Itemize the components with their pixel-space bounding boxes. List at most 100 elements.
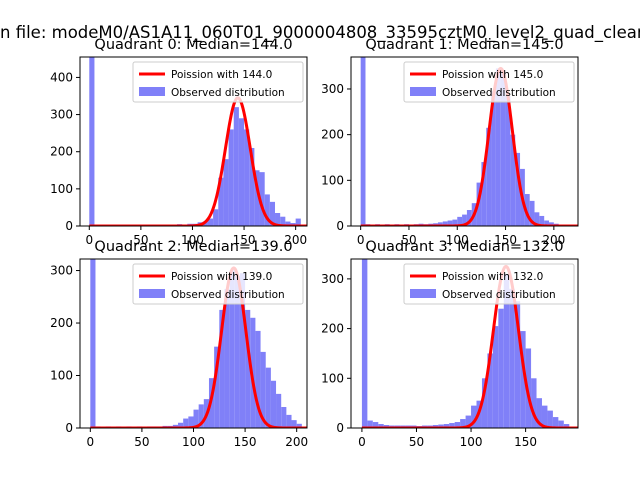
histogram-bar <box>510 134 516 226</box>
histogram-bar <box>452 219 458 226</box>
axes-frame <box>79 56 308 227</box>
histogram-bar <box>264 194 270 226</box>
x-tick-label: 50 <box>409 435 424 449</box>
histogram-bar <box>296 423 302 428</box>
histogram-bar <box>244 129 250 226</box>
y-tick-label: 100 <box>50 369 73 383</box>
poisson-curve <box>90 266 307 428</box>
histogram-bar <box>269 201 276 226</box>
legend-box <box>403 263 575 305</box>
histogram-bar <box>275 213 281 226</box>
histogram-bar <box>495 68 501 226</box>
poisson-curve <box>89 96 307 226</box>
histogram-bar <box>454 422 461 428</box>
histogram-bar <box>286 414 292 428</box>
legend-entry-observed: Observed distribution <box>442 289 556 301</box>
y-tick-label: 200 <box>50 145 73 159</box>
y-tick-label: 0 <box>336 219 344 233</box>
histogram-bar <box>443 424 450 428</box>
x-tick-label: 200 <box>542 233 565 247</box>
legend-entry-observed: Observed distribution <box>171 87 285 99</box>
legend-box <box>132 263 304 305</box>
panel-title: Quadrant 2: Median=139.0 <box>94 239 292 255</box>
histogram-bar <box>372 422 379 428</box>
legend-bar-swatch <box>410 289 436 298</box>
histogram-bar <box>492 326 499 428</box>
y-tick-label: 100 <box>321 371 344 385</box>
x-tick-label: 100 <box>460 435 483 449</box>
x-tick-label: 150 <box>234 435 257 449</box>
x-tick-label: 50 <box>133 233 148 247</box>
histogram-bar <box>245 309 251 428</box>
histogram-bar <box>198 404 204 428</box>
y-tick-label: 300 <box>321 272 344 286</box>
histogram-bar <box>500 70 506 226</box>
histogram-bar <box>529 200 535 226</box>
histogram-bar <box>260 351 266 428</box>
histogram-bar <box>487 353 493 428</box>
histogram-bar <box>188 416 194 428</box>
histogram-bar <box>218 177 224 226</box>
legend-entry-poisson: Poission with 144.0 <box>171 69 272 81</box>
plot-area <box>361 259 578 428</box>
histogram-bar <box>437 222 443 226</box>
histogram-bar <box>544 220 550 226</box>
legend: Poission with 144.0 Observed distribution <box>132 61 304 103</box>
legend-entry-observed: Observed distribution <box>171 289 285 301</box>
histogram-bar <box>291 420 297 428</box>
histogram-bar <box>285 221 291 226</box>
histogram-bar <box>536 398 542 428</box>
x-tick-label: 0 <box>358 435 366 449</box>
quadrant-panel-0: Quadrant 0: Median=144.0 0 50 100 150 200 0 100… <box>50 37 308 247</box>
histogram-bar <box>563 424 570 428</box>
legend-entry-poisson: Poission with 139.0 <box>171 271 272 283</box>
legend-entry-observed: Observed distribution <box>442 87 556 99</box>
legend-bar-swatch <box>410 87 436 96</box>
histogram-bar <box>234 275 240 428</box>
histogram-bar <box>447 220 453 226</box>
histogram-bar <box>172 424 179 428</box>
histogram-bar <box>498 308 504 428</box>
histogram-bar <box>503 273 510 428</box>
histogram-bar <box>276 393 282 428</box>
histogram-bar <box>193 409 199 428</box>
histogram-bar <box>534 212 540 226</box>
histogram-bar <box>481 162 487 226</box>
legend-bar-swatch <box>139 289 165 298</box>
histogram-bar <box>558 420 564 428</box>
y-tick-label: 0 <box>336 421 344 435</box>
histogram-bar <box>367 420 373 428</box>
histogram-bar <box>539 215 545 226</box>
histogram-bar <box>281 407 287 428</box>
histogram-bar <box>249 148 255 226</box>
x-tick-label: 50 <box>401 233 416 247</box>
y-tick-label: 200 <box>321 322 344 336</box>
x-tick-label: 0 <box>357 233 365 247</box>
y-tick-label: 300 <box>50 108 73 122</box>
panel-title: Quadrant 0: Median=144.0 <box>94 37 292 53</box>
histogram-bar <box>223 159 229 226</box>
histogram-bar <box>213 209 219 226</box>
y-tick-label: 200 <box>50 316 73 330</box>
x-tick-label: 200 <box>285 435 308 449</box>
histogram-bar <box>178 422 184 428</box>
histogram-bar <box>438 424 444 428</box>
legend-box <box>403 61 575 103</box>
x-tick-label: 0 <box>86 435 94 449</box>
x-tick-label: 200 <box>284 233 307 247</box>
histogram-bar <box>183 418 189 428</box>
histogram-bar <box>207 218 214 226</box>
histogram-bar <box>233 107 239 226</box>
histogram-bar <box>505 95 511 226</box>
histogram-bar <box>229 270 235 428</box>
histogram-bar <box>460 419 466 428</box>
axes-frame <box>350 56 579 227</box>
x-tick-label: 150 <box>514 435 537 449</box>
legend-entry-poisson: Poission with 145.0 <box>442 69 543 81</box>
panel-title: Quadrant 3: Median=132.0 <box>365 239 563 255</box>
x-tick-label: 150 <box>494 233 517 247</box>
legend: Poission with 132.0 Observed distribution <box>403 263 575 305</box>
histogram-bar <box>280 216 286 226</box>
histogram-bar <box>295 218 301 226</box>
